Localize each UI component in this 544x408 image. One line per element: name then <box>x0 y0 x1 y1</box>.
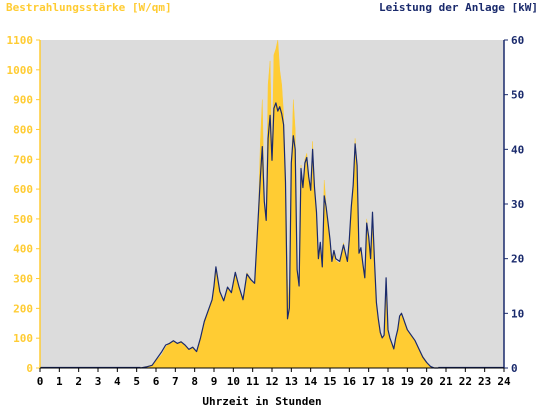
left-axis-tick-label: 800 <box>13 123 33 136</box>
right-axis-tick-label: 60 <box>511 34 524 47</box>
left-axis-tick-label: 0 <box>26 362 33 375</box>
power-line <box>140 102 439 369</box>
x-axis-tick-label: 23 <box>478 375 491 388</box>
right-axis-title: Leistung der Anlage [kW] <box>379 1 538 14</box>
x-axis-tick-label: 10 <box>227 375 240 388</box>
right-axis-tick-label: 20 <box>511 253 524 266</box>
x-axis-tick-label: 15 <box>323 375 336 388</box>
left-axis-tick-label: 100 <box>13 332 33 345</box>
x-axis-tick-label: 12 <box>265 375 278 388</box>
x-axis-tick-label: 13 <box>285 375 298 388</box>
axes-layer: 0100200300400500600700800900100011000102… <box>7 34 525 388</box>
x-axis-tick-label: 7 <box>172 375 179 388</box>
x-axis-tick-label: 22 <box>459 375 472 388</box>
x-axis-tick-label: 17 <box>362 375 375 388</box>
x-axis-tick-label: 16 <box>343 375 357 388</box>
x-axis-tick-label: 20 <box>420 375 433 388</box>
right-axis-tick-label: 40 <box>511 143 524 156</box>
left-axis-tick-label: 200 <box>13 302 33 315</box>
right-axis-tick-label: 0 <box>511 362 518 375</box>
right-axis-tick-label: 10 <box>511 307 524 320</box>
x-axis-tick-label: 0 <box>37 375 44 388</box>
x-axis-tick-label: 8 <box>191 375 198 388</box>
left-axis-title: Bestrahlungsstärke [W/qm] <box>6 1 172 14</box>
x-axis-tick-label: 9 <box>211 375 218 388</box>
x-axis-tick-label: 18 <box>381 375 394 388</box>
left-axis-tick-label: 600 <box>13 183 33 196</box>
left-axis-tick-label: 500 <box>13 213 33 226</box>
left-axis-tick-label: 300 <box>13 273 33 286</box>
x-axis-tick-label: 19 <box>401 375 414 388</box>
x-axis-title: Uhrzeit in Stunden <box>202 395 321 408</box>
x-axis-tick-label: 11 <box>246 375 260 388</box>
left-axis-tick-label: 400 <box>13 243 33 256</box>
right-axis-tick-label: 30 <box>511 198 524 211</box>
left-axis-tick-label: 700 <box>13 153 33 166</box>
x-axis-tick-label: 14 <box>304 375 318 388</box>
x-axis-tick-label: 4 <box>114 375 121 388</box>
x-axis-tick-label: 3 <box>95 375 102 388</box>
x-axis-tick-label: 6 <box>153 375 160 388</box>
left-axis-tick-label: 1000 <box>7 64 34 77</box>
x-axis-tick-label: 21 <box>439 375 453 388</box>
left-axis-tick-label: 900 <box>13 94 33 107</box>
x-axis-tick-label: 5 <box>133 375 140 388</box>
x-axis-tick-label: 1 <box>56 375 63 388</box>
x-axis-tick-label: 24 <box>497 375 511 388</box>
right-axis-tick-label: 50 <box>511 89 524 102</box>
left-axis-tick-label: 1100 <box>7 34 34 47</box>
x-axis-tick-label: 2 <box>75 375 82 388</box>
